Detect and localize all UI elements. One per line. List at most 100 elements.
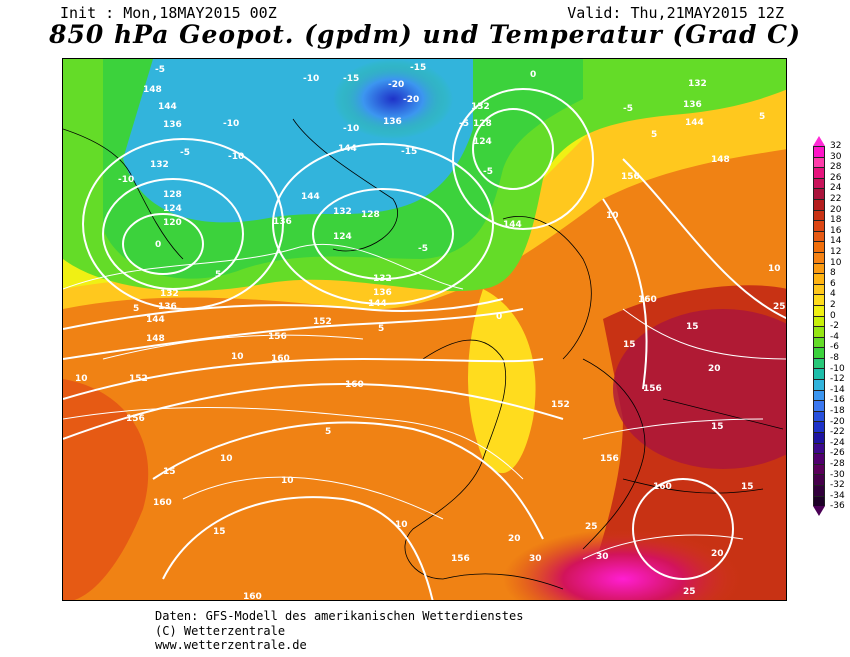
colorbar-tick-label: 26: [830, 172, 842, 183]
contour-label: 160: [271, 354, 290, 364]
contour-label: 160: [153, 498, 172, 508]
contour-label: 124: [333, 232, 352, 242]
contour-label: 0: [530, 70, 536, 80]
colorbar-swatch: [813, 347, 825, 358]
contour-label: 152: [313, 317, 332, 327]
contour-label: -10: [118, 175, 134, 185]
contour-label: -15: [410, 63, 426, 73]
colorbar-swatch: [813, 315, 825, 327]
colorbar-tick-label: -12: [830, 374, 845, 385]
colorbar-tick-label: -4: [830, 331, 839, 342]
contour-label: 10: [606, 211, 619, 221]
colorbar-tick-label: -20: [830, 416, 845, 427]
colorbar-tick-label: 28: [830, 162, 842, 173]
colorbar-swatch: [813, 421, 825, 433]
contour-label: 136: [158, 302, 177, 312]
colorbar-swatch: [813, 474, 825, 485]
colorbar-tick-label: 20: [830, 204, 842, 215]
contour-label: 156: [643, 384, 662, 394]
credit-website-link[interactable]: www.wetterzentrale.de: [155, 638, 307, 652]
colorbar-max-arrow: [813, 136, 825, 146]
hot-core-east: [613, 309, 786, 469]
credit-copyright: (C) Wetterzentrale: [155, 623, 286, 638]
contour-label: 10: [768, 264, 781, 274]
colorbar-tick-label: -14: [830, 384, 845, 395]
colorbar-swatch: [813, 336, 825, 348]
colorbar-swatch: [813, 410, 825, 422]
contour-label: 144: [301, 192, 320, 202]
contour-label: 5: [378, 324, 384, 334]
contour-label: 152: [129, 374, 148, 384]
contour-label: 15: [741, 482, 754, 492]
contour-label: 5: [133, 304, 139, 314]
contour-label: 132: [150, 160, 169, 170]
contour-label: 25: [585, 522, 598, 532]
contour-label: -15: [343, 74, 359, 84]
contour-label: 15: [163, 467, 176, 477]
contour-label: -20: [403, 95, 419, 105]
contour-label: 160: [243, 592, 262, 601]
weather-map: 148 144 136 132 128 124 120 132 136 144 …: [62, 58, 787, 601]
contour-label: 144: [685, 118, 704, 128]
colorbar-tick-label: 32: [830, 141, 842, 151]
colorbar-tick-label: 16: [830, 225, 842, 236]
contour-label: 156: [621, 172, 640, 182]
contour-label: 132: [373, 274, 392, 284]
contour-label: 120: [163, 218, 182, 228]
colorbar-tick-label: -18: [830, 406, 845, 416]
colorbar-min-arrow: [813, 506, 825, 517]
contour-labels: 148 144 136 132 128 124 120 132 136 144 …: [75, 63, 786, 601]
contour-label: 144: [368, 299, 387, 309]
contour-label: 128: [473, 119, 492, 129]
hot-core-south: [503, 529, 743, 600]
map-credits: Daten: GFS-Modell des amerikanischen Wet…: [155, 609, 523, 653]
contour-label: 136: [383, 117, 402, 127]
contour-label: 15: [686, 322, 699, 332]
colorbar-tick-label: -32: [830, 480, 845, 491]
colorbar-tick-label: -36: [830, 501, 845, 512]
contour-label: 10: [231, 352, 244, 362]
colorbar-swatch: [813, 400, 825, 411]
temperature-contours: [63, 243, 786, 560]
contour-label: 156: [600, 454, 619, 464]
colorbar-stack: [813, 146, 825, 507]
contour-label: 132: [471, 102, 490, 112]
contour-label: 10: [281, 476, 294, 486]
contour-label: -5: [155, 65, 165, 75]
contour-label: 152: [551, 400, 570, 410]
contour-label: 124: [473, 137, 492, 147]
colorbar-swatch: [813, 357, 825, 369]
contour-label: 30: [529, 554, 542, 564]
contour-label: 136: [373, 288, 392, 298]
colorbar-tick-label: 22: [830, 194, 842, 204]
contour-label: 10: [75, 374, 88, 384]
coastlines: [63, 118, 784, 590]
colorbar-swatch: [813, 463, 825, 475]
colorbar-tick-label: 2: [830, 300, 836, 310]
colorbar-swatch: [813, 220, 825, 231]
colorbar-tick-label: 6: [830, 278, 836, 289]
colorbar-swatch: [813, 262, 825, 274]
geopotential-contours: [63, 88, 786, 600]
contour-label: 20: [711, 549, 724, 559]
contour-label: 144: [146, 315, 165, 325]
contour-label: 10: [395, 520, 408, 530]
temperature-colorbar: 32 30 28 26 24 22 20 18 16 14 12 10 8 6 4 2 0 -2 -4 -6 -8 -10…: [813, 136, 845, 517]
colorbar-tick-label: -6: [830, 342, 839, 353]
map-title: 850 hPa Geopot. (gpdm) und Temperatur (G…: [49, 20, 801, 49]
colorbar-tick-label: 18: [830, 215, 842, 226]
colorbar-tick-label: -34: [830, 490, 845, 501]
colorbar-swatch: [813, 379, 825, 390]
contour-label: 144: [158, 102, 177, 112]
colorbar-swatch: [813, 389, 825, 401]
map-canvas: 148 144 136 132 128 124 120 132 136 144 …: [63, 59, 786, 601]
contour-label: -5: [483, 167, 493, 177]
contour-label: 5: [759, 112, 765, 122]
contour-label: -10: [223, 119, 239, 129]
cold-core: [333, 59, 453, 139]
contour-label: 128: [163, 190, 182, 200]
contour-label: 30: [596, 552, 609, 562]
warm-southwest: [63, 379, 149, 600]
colorbar-tick-label: -22: [830, 427, 845, 438]
colorbar-tick-label: -24: [830, 437, 845, 448]
